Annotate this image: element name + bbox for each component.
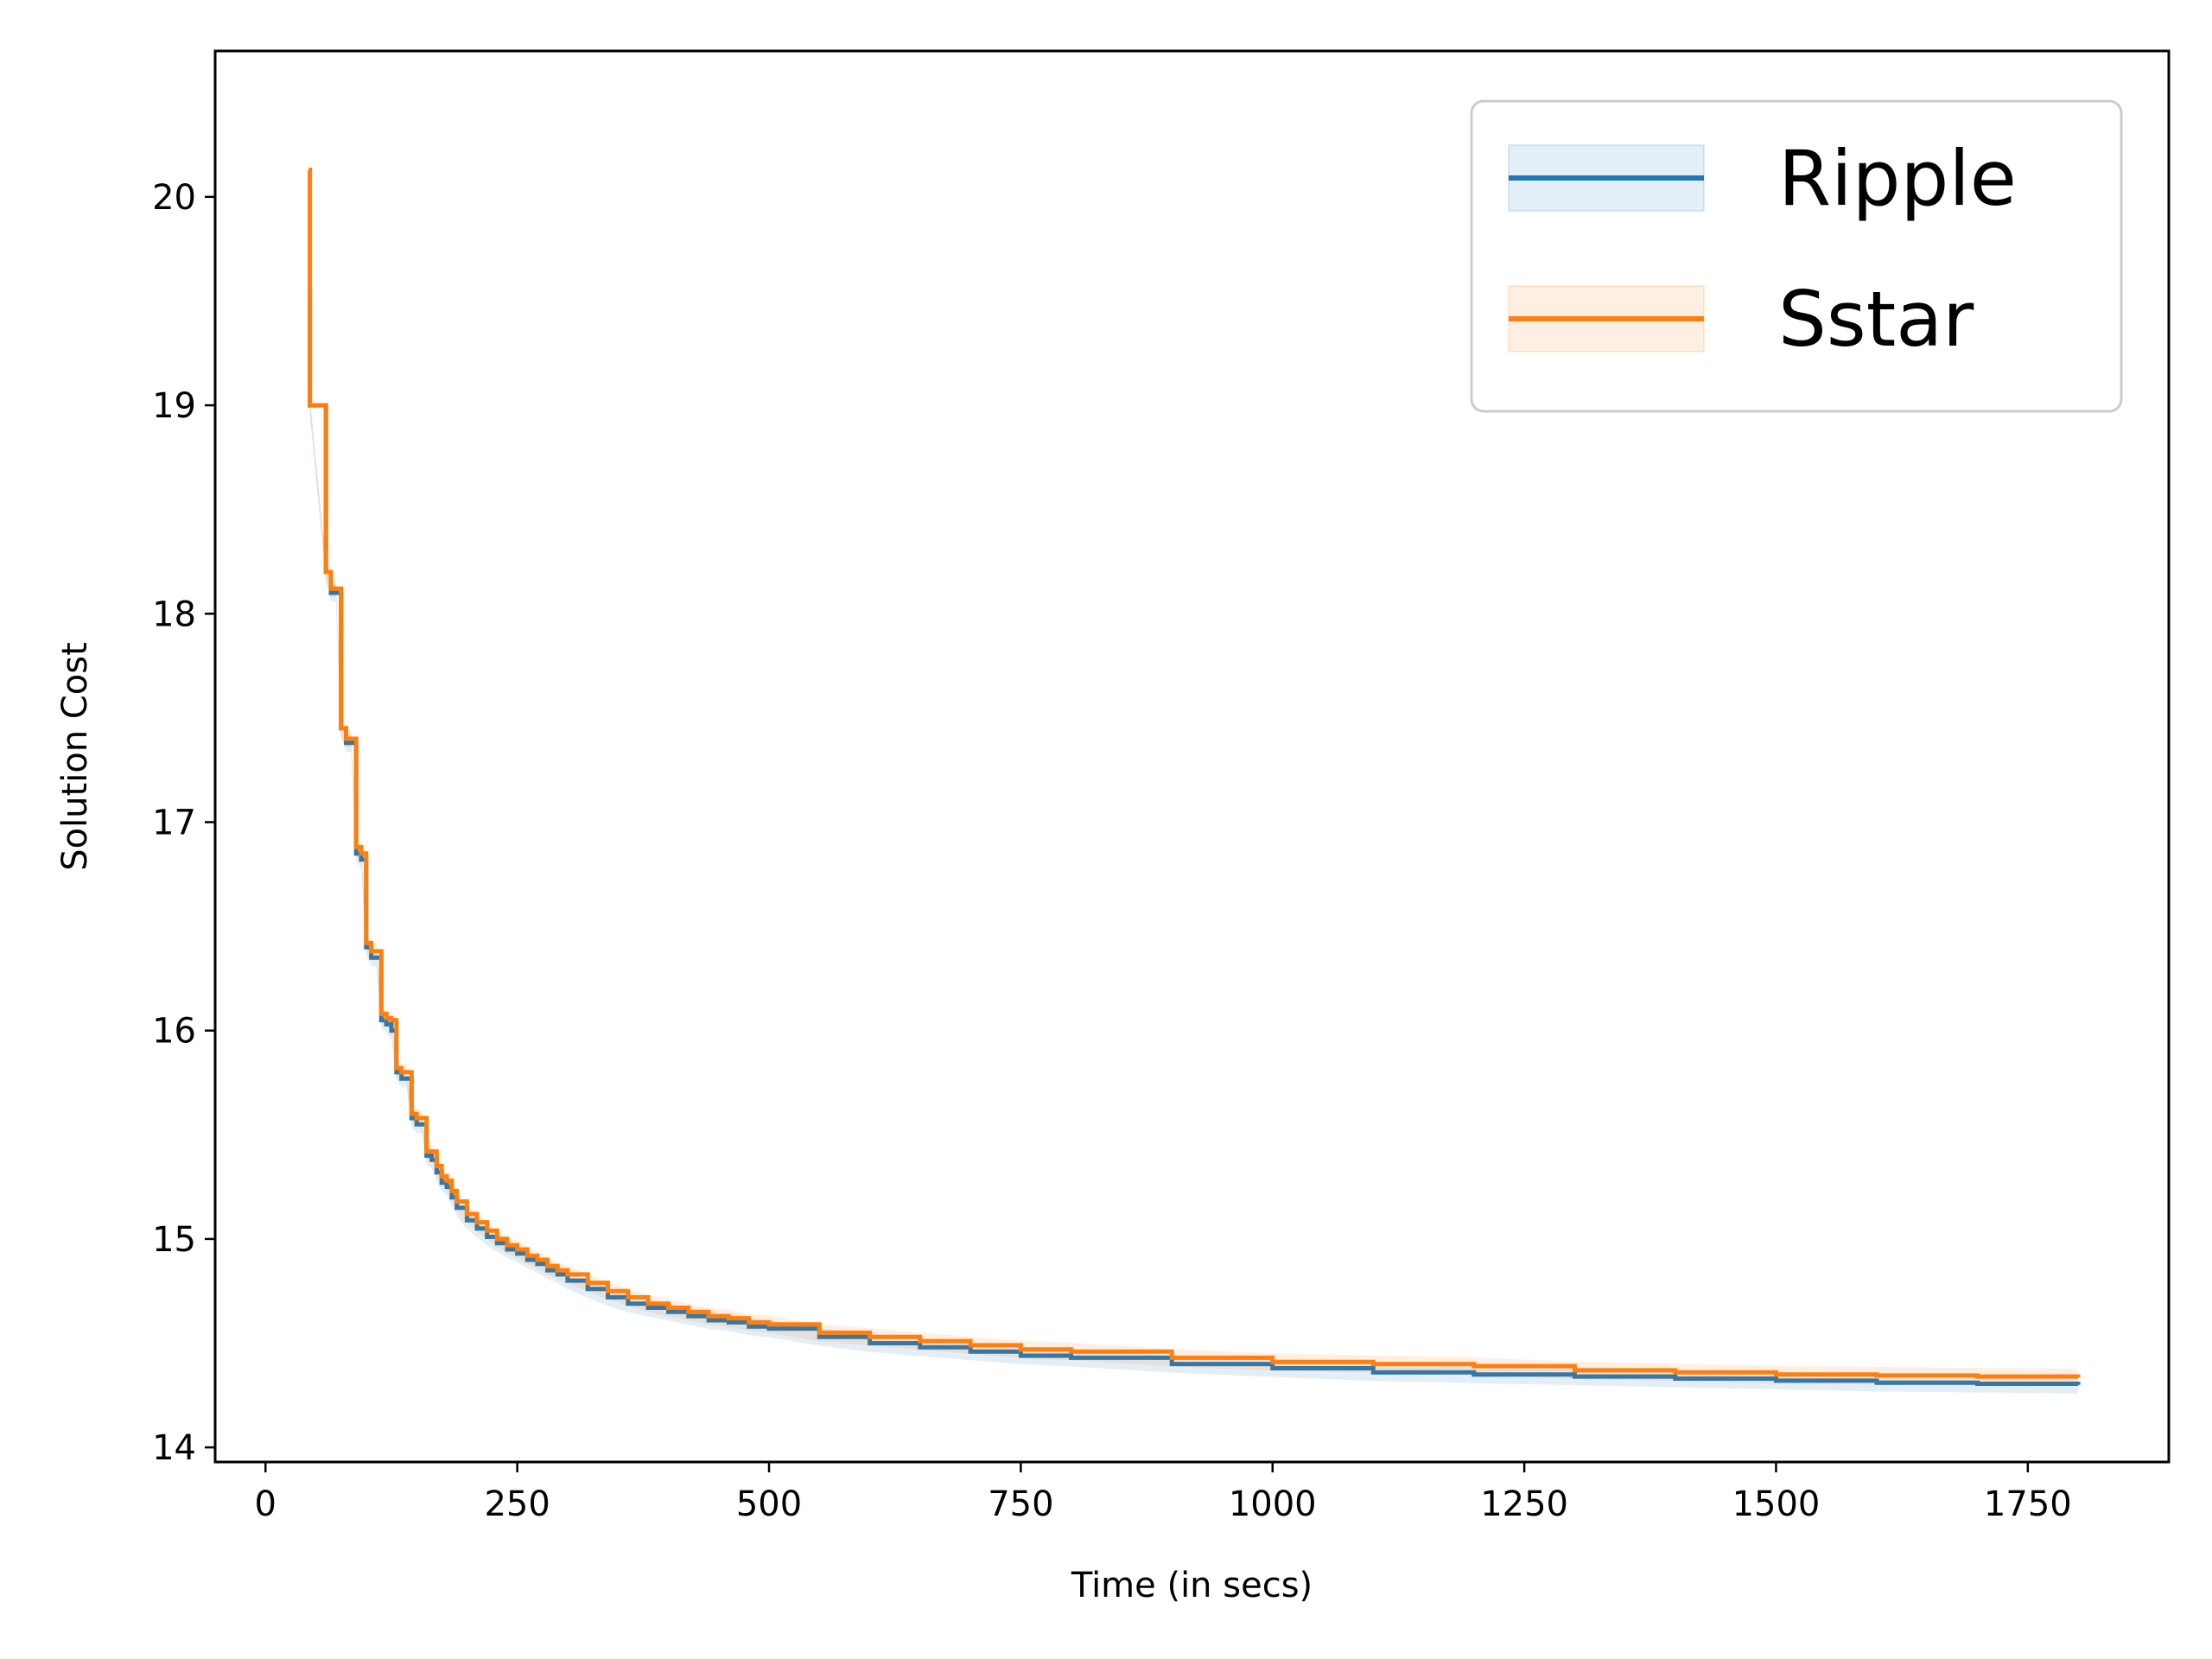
x-tick-label: 1000: [1229, 1484, 1317, 1524]
axes-frame: [213, 49, 2171, 1464]
y-tick-label: 19: [152, 386, 196, 426]
x-tick-label: 250: [484, 1484, 550, 1524]
y-axis: 14 15 16 17 18 19 20: [152, 178, 215, 1468]
x-tick-label: 750: [988, 1484, 1053, 1524]
x-tick-label: 0: [255, 1484, 276, 1524]
x-tick-label: 1750: [1984, 1484, 2072, 1524]
y-tick-label: 20: [152, 178, 196, 218]
x-axis-label: Time (in secs): [1071, 1566, 1313, 1605]
x-tick-label: 1500: [1732, 1484, 1821, 1524]
y-tick-label: 18: [152, 594, 196, 634]
y-tick-label: 14: [152, 1428, 196, 1468]
y-axis-label: Solution Cost: [55, 642, 95, 871]
series-line-sstar: [308, 168, 2081, 1379]
legend-label: Ripple: [1778, 134, 2017, 223]
y-tick-label: 16: [152, 1012, 196, 1052]
plot-area: [308, 161, 2081, 1394]
y-tick-label: 15: [152, 1220, 196, 1260]
y-tick-label: 17: [152, 803, 196, 842]
x-tick-label: 500: [736, 1484, 802, 1524]
x-axis: 0 250 500 750 1000 1250 1500 1750: [255, 1462, 2072, 1524]
legend: Ripple Sstar: [1470, 99, 2123, 413]
legend-label: Sstar: [1778, 275, 1974, 364]
x-tick-label: 1250: [1480, 1484, 1568, 1524]
